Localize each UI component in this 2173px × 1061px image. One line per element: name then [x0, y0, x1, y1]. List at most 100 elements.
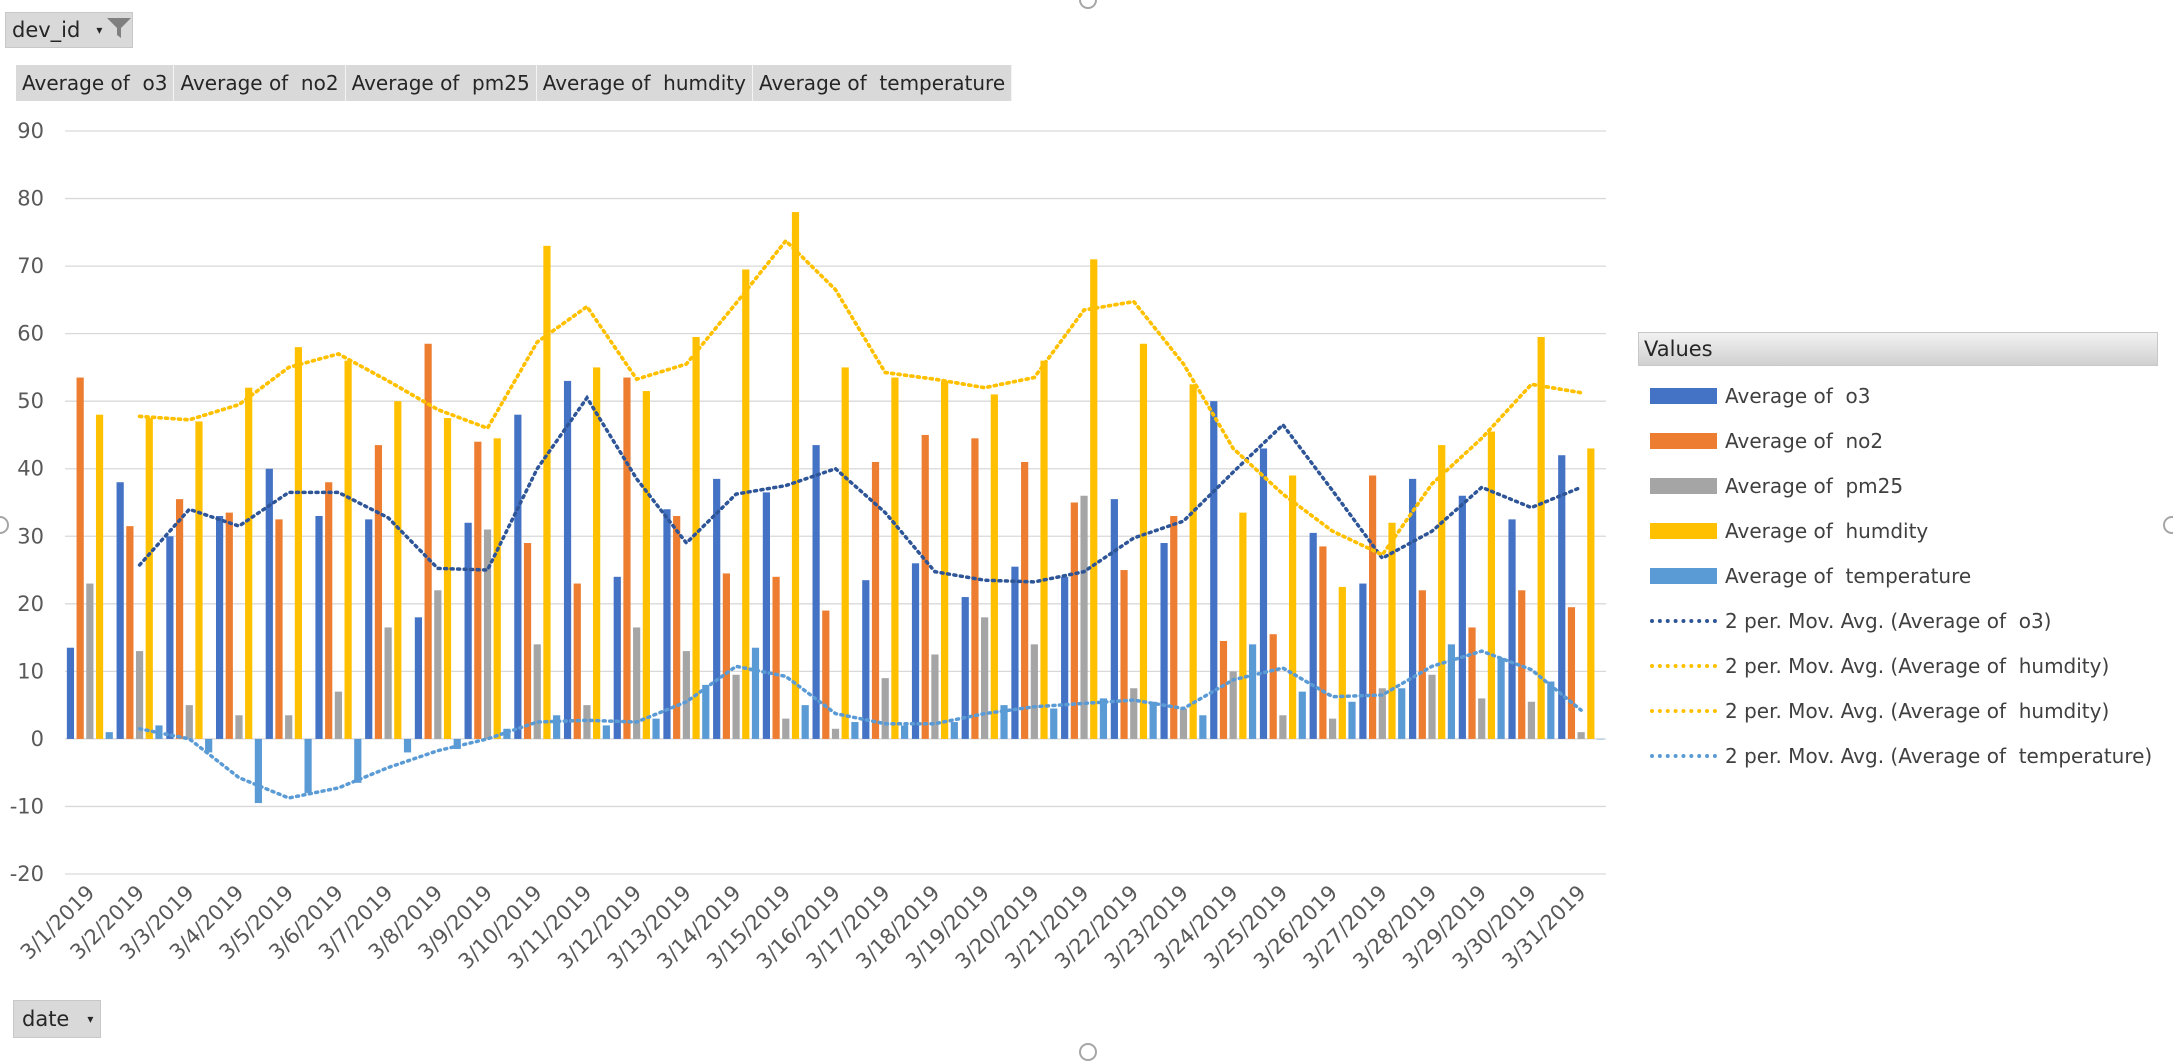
- moving-average-trendline: [137, 238, 1583, 558]
- bar: [1061, 576, 1069, 739]
- bar: [1139, 343, 1148, 739]
- bar: [1279, 715, 1287, 739]
- legend-entry: Average of temperature: [1650, 553, 2152, 598]
- bar: [1596, 738, 1605, 740]
- bar: [1011, 566, 1019, 739]
- filter-field-button[interactable]: dev_id ▾: [5, 12, 133, 48]
- legend-entry: 2 per. Mov. Avg. (Average of humdity): [1650, 643, 2152, 688]
- bar: [990, 394, 998, 739]
- bar: [1497, 657, 1505, 739]
- bar: [1508, 519, 1516, 739]
- bar: [126, 526, 134, 739]
- bar: [921, 434, 929, 739]
- resize-handle-bottom[interactable]: [1079, 1043, 1097, 1061]
- legend-entry: Average of pm25: [1650, 463, 2152, 508]
- bar: [344, 360, 352, 739]
- bar: [403, 738, 412, 753]
- y-tick-label: 70: [17, 254, 44, 278]
- bar: [325, 482, 333, 739]
- bar: [265, 468, 273, 739]
- bar: [831, 728, 840, 739]
- bar: [235, 715, 243, 739]
- bar: [1309, 532, 1317, 739]
- legend-label: 2 per. Mov. Avg. (Average of o3): [1725, 608, 2052, 633]
- legend-label: Average of temperature: [1725, 563, 1972, 588]
- bar: [1259, 448, 1268, 739]
- bar: [1369, 475, 1377, 739]
- bar: [1288, 475, 1297, 739]
- bar: [105, 732, 113, 739]
- legend-trendline-swatch: [1650, 708, 1717, 713]
- bar: [791, 212, 800, 739]
- value-field-button[interactable]: Average of o3: [16, 65, 175, 101]
- bar: [1468, 627, 1476, 739]
- axis-field-button[interactable]: date ▾: [13, 1000, 101, 1038]
- bar: [1189, 384, 1197, 739]
- legend-swatch: [1650, 477, 1717, 494]
- moving-average-trendline: [137, 238, 1583, 558]
- bar: [871, 461, 880, 739]
- legend-entry: Average of no2: [1650, 418, 2152, 463]
- y-tick-label: 10: [17, 659, 44, 683]
- y-tick-label: 90: [17, 119, 44, 143]
- bar: [254, 738, 262, 804]
- bar: [782, 718, 790, 739]
- bar: [95, 414, 104, 739]
- legend-swatch: [1650, 522, 1717, 539]
- bar: [464, 522, 472, 739]
- bar: [1000, 705, 1008, 739]
- bar: [1219, 640, 1228, 739]
- bar: [523, 543, 532, 739]
- bar: [950, 722, 958, 739]
- bar: [1587, 448, 1595, 739]
- bar: [1388, 522, 1396, 739]
- bar: [891, 377, 899, 739]
- moving-average-trendline: [137, 394, 1583, 584]
- bar: [801, 705, 809, 739]
- bar: [195, 421, 203, 739]
- bar: [205, 738, 213, 753]
- bar: [762, 492, 770, 739]
- bar: [692, 337, 700, 739]
- value-field-button[interactable]: Average of humdity: [536, 65, 753, 101]
- bar: [1248, 644, 1257, 739]
- bar: [1378, 688, 1386, 739]
- bar: [294, 347, 302, 739]
- bar: [1210, 401, 1218, 739]
- bar: [1149, 701, 1157, 739]
- bar: [374, 445, 383, 739]
- bar: [1577, 732, 1585, 739]
- legend-entry: Average of humdity: [1650, 508, 2152, 553]
- bar: [1298, 691, 1306, 739]
- bar: [1428, 674, 1436, 739]
- y-tick-label: 40: [17, 457, 44, 481]
- legend-entry: 2 per. Mov. Avg. (Average of temperature…: [1650, 733, 2152, 778]
- value-field-button[interactable]: Average of no2: [174, 65, 346, 101]
- bar: [931, 654, 939, 739]
- bar: [225, 512, 233, 739]
- bar: [483, 529, 492, 739]
- value-field-button[interactable]: Average of temperature: [752, 65, 1013, 101]
- value-field-button[interactable]: Average of pm25: [345, 65, 537, 101]
- bar: [315, 516, 323, 739]
- dropdown-arrow-icon: ▾: [96, 23, 103, 37]
- bar: [76, 377, 84, 739]
- chart-plot-area: -20-1001020304050607080903/1/20193/2/201…: [10, 119, 1606, 974]
- bar: [713, 478, 721, 739]
- bar: [1229, 671, 1237, 739]
- bar: [493, 438, 501, 739]
- bar: [1527, 701, 1536, 739]
- bar: [673, 516, 681, 739]
- legend-entry: Average of o3: [1650, 373, 2152, 418]
- bar: [663, 509, 671, 739]
- legend-label: 2 per. Mov. Avg. (Average of humdity): [1725, 653, 2110, 678]
- bar: [1338, 586, 1346, 739]
- funnel-icon: [106, 16, 132, 45]
- bar: [583, 705, 591, 739]
- bar: [1518, 590, 1526, 739]
- resize-handle-right[interactable]: [2163, 516, 2173, 534]
- dropdown-arrow-icon: ▾: [87, 1012, 94, 1026]
- bar: [533, 644, 541, 739]
- bar: [1090, 259, 1098, 739]
- bar: [602, 725, 610, 739]
